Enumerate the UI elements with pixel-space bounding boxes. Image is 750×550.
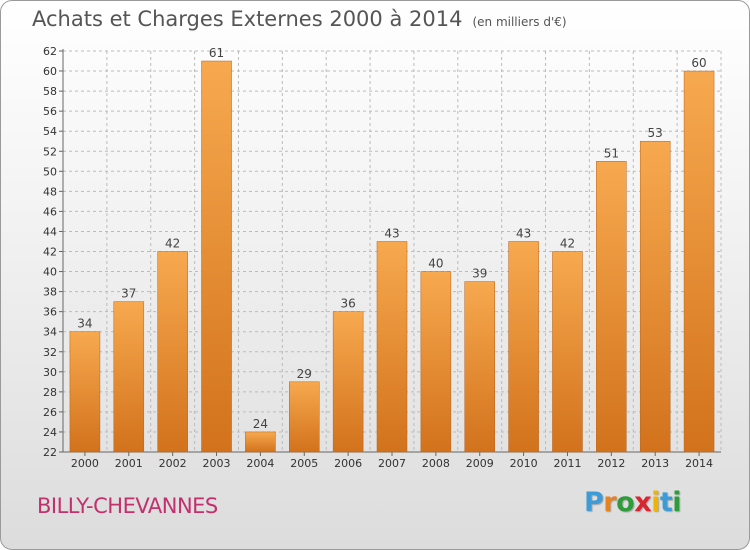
- x-tick-label-2007: 2007: [378, 457, 406, 470]
- data-label-2008: 40: [428, 257, 443, 271]
- bar-2010: [508, 241, 539, 453]
- bar-2003: [201, 60, 232, 453]
- data-label-2006: 36: [340, 297, 355, 311]
- x-tick-label-2006: 2006: [334, 457, 362, 470]
- y-tick-label: 40: [43, 266, 57, 279]
- data-label-2010: 43: [516, 226, 531, 240]
- data-label-2007: 43: [384, 226, 399, 240]
- y-tick-label: 50: [43, 165, 57, 178]
- data-label-2003: 61: [209, 46, 224, 60]
- y-tick-label: 46: [43, 205, 57, 218]
- bar-2005: [289, 381, 320, 453]
- data-label-2011: 42: [560, 237, 575, 251]
- data-label-2002: 42: [165, 237, 180, 251]
- y-tick-label: 32: [43, 346, 57, 359]
- y-tick-label: 60: [43, 65, 57, 78]
- x-tick-label-2005: 2005: [290, 457, 318, 470]
- y-tick-label: 36: [43, 306, 57, 319]
- bars: [69, 60, 715, 453]
- x-tick-label-2001: 2001: [115, 457, 143, 470]
- data-label-2012: 51: [604, 146, 619, 160]
- bar-2013: [639, 140, 671, 453]
- y-tick-label: 44: [43, 225, 57, 238]
- logo-letter: r: [603, 487, 617, 518]
- bar-2007: [376, 241, 408, 453]
- chart-title: Achats et Charges Externes 2000 à 2014 (e…: [32, 7, 567, 31]
- bar-2014: [683, 70, 715, 453]
- x-tick-label-2004: 2004: [246, 457, 274, 470]
- logo-letter: t: [659, 487, 673, 518]
- x-tick-label-2002: 2002: [159, 457, 187, 470]
- data-label-2013: 53: [648, 126, 663, 140]
- bar-2012: [596, 161, 627, 453]
- place-name: BILLY-CHEVANNES: [37, 494, 218, 518]
- x-tick-label-2009: 2009: [466, 457, 494, 470]
- x-tick-label-2014: 2014: [685, 457, 713, 470]
- bar-2001: [113, 301, 145, 453]
- y-tick-label: 26: [43, 406, 57, 419]
- data-label-2009: 39: [472, 267, 487, 281]
- x-tick-label-2008: 2008: [422, 457, 450, 470]
- logo-letter: x: [634, 487, 652, 518]
- x-tick-label-2013: 2013: [641, 457, 669, 470]
- bar-2011: [552, 251, 583, 453]
- y-tick-label: 34: [43, 326, 57, 339]
- bar-2000: [69, 331, 101, 453]
- data-label-2004: 24: [253, 417, 268, 431]
- y-tick-label: 58: [43, 85, 57, 98]
- y-tick-label: 28: [43, 386, 57, 399]
- y-tick-label: 24: [43, 426, 57, 439]
- bar-2002: [157, 251, 188, 453]
- bar-2006: [332, 311, 364, 453]
- y-tick-label: 48: [43, 185, 57, 198]
- y-tick-label: 30: [43, 366, 57, 379]
- x-tick-label-2012: 2012: [597, 457, 625, 470]
- x-tick-label-2011: 2011: [553, 457, 581, 470]
- y-tick-label: 22: [43, 446, 57, 459]
- bar-2004: [245, 431, 276, 453]
- y-tick-label: 54: [43, 125, 57, 138]
- logo-letter: P: [584, 487, 604, 518]
- x-tick-labels: 2000 2001 2002 2003 2004 2005 2006 2007 2008 2009…: [71, 457, 713, 470]
- y-tick-label: 42: [43, 246, 57, 259]
- y-tick-label: 52: [43, 145, 57, 158]
- y-tick-label: 56: [43, 105, 57, 118]
- bar-2009: [464, 281, 495, 453]
- chart-title-text: Achats et Charges Externes 2000 à 2014: [32, 7, 463, 31]
- x-tick-label-2000: 2000: [71, 457, 99, 470]
- proxiti-logo: Proxiti: [584, 487, 682, 518]
- data-label-2014: 60: [691, 56, 706, 70]
- bar-2008: [420, 271, 452, 453]
- logo-letter: i: [672, 487, 682, 518]
- y-tick-label: 38: [43, 286, 57, 299]
- logo-letter: o: [616, 487, 635, 518]
- data-label-2000: 34: [77, 317, 92, 331]
- logo-letter: i: [651, 487, 660, 518]
- x-tick-label-2003: 2003: [203, 457, 231, 470]
- x-tick-label-2010: 2010: [510, 457, 538, 470]
- y-tick-labels: 22 24 26 28 30 32 34 36 38 40 42 44 46 48 50 52 54 56 58 60…: [43, 45, 57, 459]
- y-tick-label: 62: [43, 45, 57, 58]
- data-label-2005: 29: [297, 367, 312, 381]
- data-label-2001: 37: [121, 287, 136, 301]
- value-labels: 34 37 42 61 24 29 36 43 40 39 43 42 51 53 60: [77, 46, 706, 431]
- chart-subtitle: (en milliers d'€): [472, 15, 567, 29]
